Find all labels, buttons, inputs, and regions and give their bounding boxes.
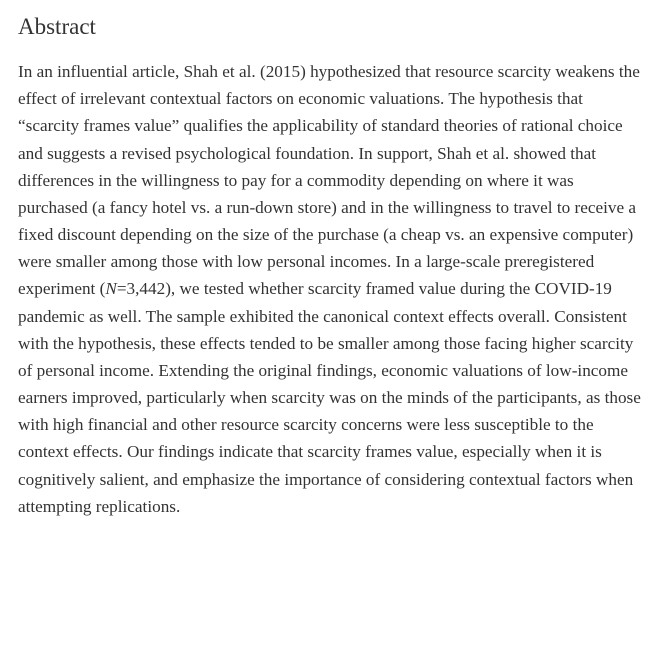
abstract-body: In an influential article, Shah et al. (…	[18, 58, 644, 520]
sample-size-value: =3,442	[117, 279, 165, 298]
abstract-heading: Abstract	[18, 14, 644, 40]
abstract-text-pre: In an influential article, Shah et al. (…	[18, 62, 640, 298]
sample-size-label: N	[105, 279, 116, 298]
abstract-text-post: ), we tested whether scarcity framed val…	[18, 279, 641, 515]
